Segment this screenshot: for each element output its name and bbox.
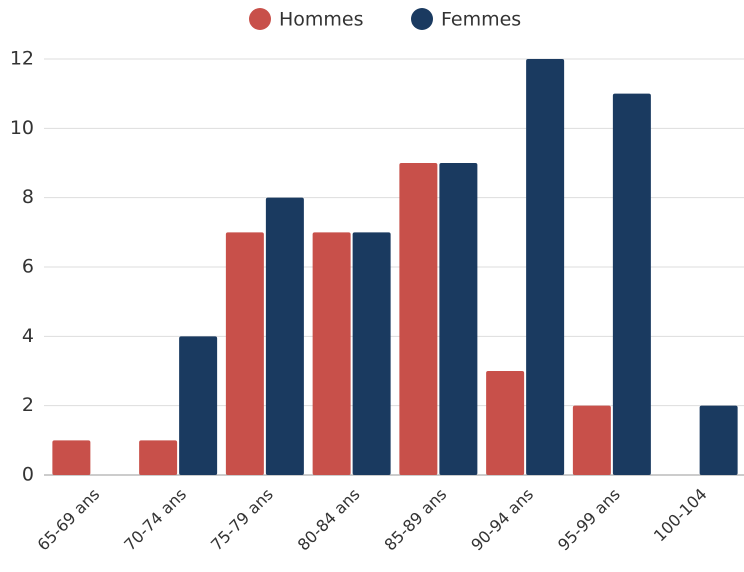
x-tick-label: 80-84 ans xyxy=(294,485,364,555)
x-tick-label: 100-104 xyxy=(650,485,711,546)
bar xyxy=(52,440,91,475)
bar xyxy=(526,59,565,475)
x-tick-label: 70-74 ans xyxy=(120,485,190,555)
bar xyxy=(139,440,178,475)
bar xyxy=(486,371,525,475)
x-tick-label: 90-94 ans xyxy=(467,485,537,555)
bar xyxy=(225,232,264,475)
y-tick-label: 4 xyxy=(22,325,34,347)
y-tick-label: 8 xyxy=(22,186,34,208)
y-tick-label: 6 xyxy=(22,256,34,278)
y-tick-label: 0 xyxy=(22,464,34,486)
x-tick-label: 65-69 ans xyxy=(33,485,103,555)
legend-swatch xyxy=(249,8,271,30)
bar xyxy=(699,405,738,475)
bar xyxy=(352,232,391,475)
legend-label: Hommes xyxy=(279,9,364,31)
y-tick-label: 2 xyxy=(22,394,34,416)
x-tick-label: 95-99 ans xyxy=(554,485,624,555)
bar xyxy=(312,232,351,475)
bar xyxy=(439,163,478,475)
legend-swatch xyxy=(411,8,433,30)
y-tick-label: 10 xyxy=(10,117,34,139)
legend-label: Femmes xyxy=(441,9,521,31)
y-tick-label: 12 xyxy=(10,48,34,70)
x-tick-label: 75-79 ans xyxy=(207,485,277,555)
bar xyxy=(612,93,651,476)
bar xyxy=(572,405,611,475)
x-tick-label: 85-89 ans xyxy=(380,485,450,555)
bar xyxy=(179,336,218,475)
bar xyxy=(265,197,304,475)
bar xyxy=(399,163,438,475)
